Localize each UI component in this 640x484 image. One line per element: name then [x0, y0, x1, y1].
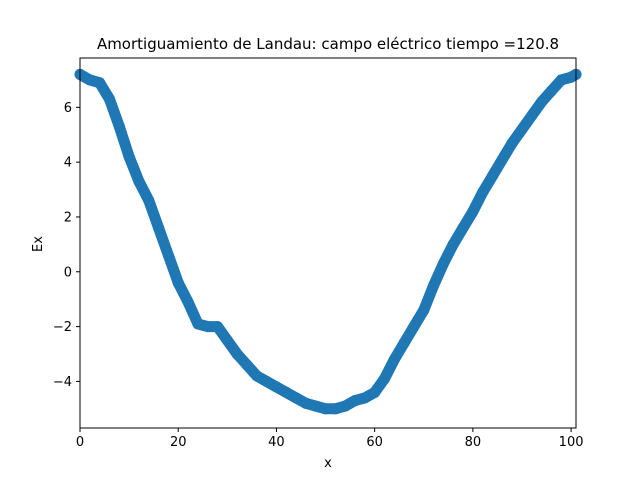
- data-point: [94, 77, 106, 89]
- data-point: [270, 381, 282, 393]
- data-point: [496, 153, 508, 165]
- data-point: [192, 318, 204, 330]
- x-tick-label: 0: [76, 435, 84, 450]
- data-point: [418, 304, 430, 316]
- data-point: [457, 222, 469, 234]
- data-point: [162, 249, 174, 261]
- data-point: [202, 321, 214, 333]
- data-point: [104, 93, 115, 105]
- data-point: [231, 348, 243, 360]
- data-point: [310, 400, 322, 412]
- data-point: [290, 392, 302, 404]
- data-point: [241, 359, 253, 371]
- series-layer: [74, 68, 582, 415]
- data-point: [467, 206, 479, 217]
- data-point: [349, 395, 361, 407]
- x-tick-label: 40: [268, 435, 285, 450]
- x-tick-label: 60: [366, 435, 383, 450]
- data-point: [329, 403, 341, 415]
- data-point: [320, 403, 331, 415]
- y-tick-label: −2: [53, 320, 72, 335]
- data-point: [153, 222, 165, 234]
- data-point: [133, 175, 145, 187]
- data-point: [143, 195, 155, 206]
- y-axis-ticks: −4 −2 0 2 4 6: [53, 101, 80, 390]
- data-point: [212, 321, 223, 333]
- data-point: [555, 74, 567, 86]
- data-point: [339, 400, 351, 412]
- y-tick-label: 0: [64, 265, 72, 280]
- data-point: [251, 370, 263, 382]
- plot-frame: [79, 57, 577, 429]
- data-point: [300, 397, 312, 409]
- data-point: [487, 170, 498, 182]
- data-point: [113, 121, 125, 132]
- data-point: [221, 334, 233, 346]
- y-tick-label: −4: [53, 375, 72, 390]
- data-point: [437, 258, 449, 270]
- y-tick-label: 4: [64, 156, 72, 171]
- data-point: [261, 375, 273, 387]
- y-tick-label: 6: [64, 101, 72, 116]
- x-axis-ticks: 0 20 40 60 80 100: [76, 428, 584, 450]
- data-point: [280, 386, 292, 398]
- data-point: [516, 123, 528, 135]
- chart-title: Amortiguamiento de Landau: campo eléctri…: [97, 35, 559, 53]
- data-point: [172, 277, 184, 289]
- data-point: [388, 354, 400, 365]
- data-point: [506, 137, 518, 149]
- data-point: [477, 186, 489, 198]
- data-point: [536, 96, 548, 108]
- x-tick-label: 100: [559, 435, 584, 450]
- x-tick-label: 80: [465, 435, 482, 450]
- x-axis-label: x: [324, 456, 332, 471]
- data-point: [408, 321, 420, 333]
- data-point: [398, 337, 410, 349]
- data-point: [84, 74, 96, 86]
- x-tick-label: 20: [170, 435, 187, 450]
- data-point: [526, 110, 538, 122]
- y-axis-label: Ex: [31, 236, 46, 252]
- data-point: [428, 280, 440, 291]
- data-point: [182, 296, 194, 308]
- data-point: [545, 85, 557, 97]
- y-tick-label: 2: [64, 210, 72, 225]
- data-point: [359, 392, 371, 404]
- data-point: [447, 238, 459, 250]
- data-point: [379, 373, 390, 385]
- data-point: [369, 386, 381, 398]
- data-point: [123, 151, 135, 163]
